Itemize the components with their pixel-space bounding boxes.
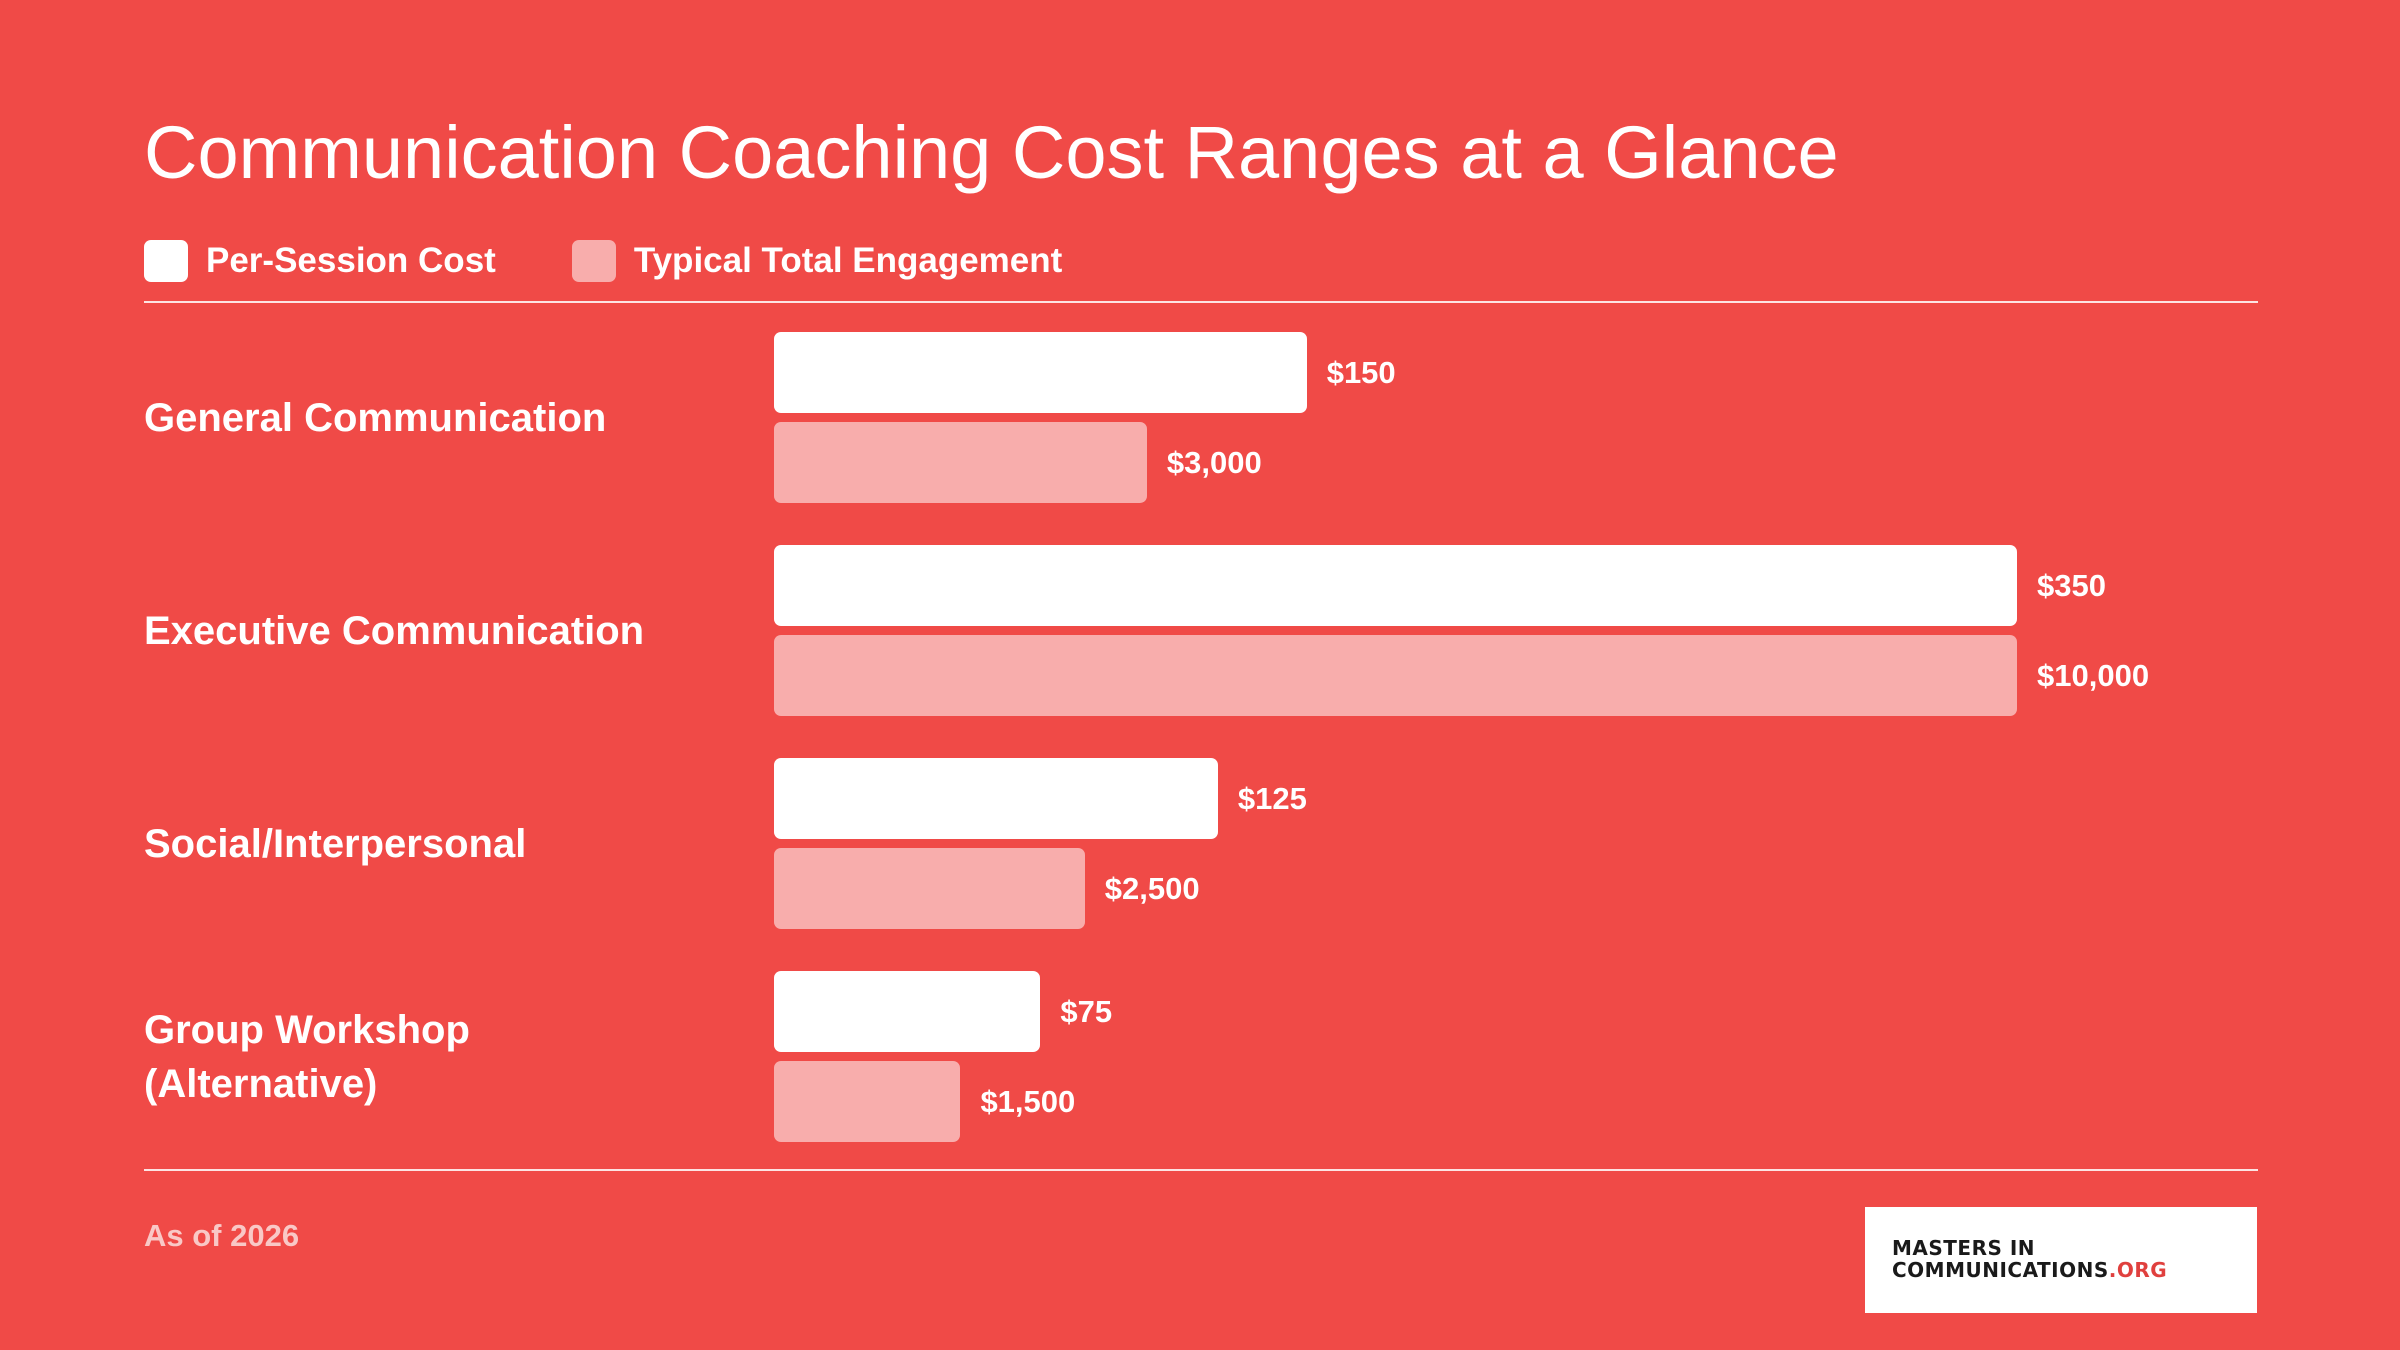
chart-title: Communication Coaching Cost Ranges at a … [144, 111, 1839, 194]
legend-label-per-session: Per-Session Cost [206, 241, 496, 280]
bar-per-session-cost-general-communication [774, 332, 1307, 413]
bar-typical-total-engagement-social-interpersonal [774, 848, 1085, 929]
legend-label-total-engagement: Typical Total Engagement [633, 241, 1063, 280]
category-label-group-workshop-alternative: Group Workshop (Alternative) [144, 1007, 470, 1106]
value-label-typical-total-engagement-executive-communication: $10,000 [2037, 658, 2150, 693]
logo-word: COMMUNICATIONS [1892, 1258, 2109, 1282]
top-divider [144, 301, 2258, 303]
bar-typical-total-engagement-group-workshop-alternative [774, 1061, 961, 1142]
value-label-per-session-cost-general-communication: $150 [1326, 355, 1396, 390]
value-label-per-session-cost-social-interpersonal: $125 [1237, 781, 1307, 816]
category-label-executive-communication: Executive Communication [144, 608, 645, 653]
legend: Per-Session Cost Typical Total Engagemen… [144, 236, 1138, 286]
category-label-social-interpersonal: Social/Interpersonal [144, 821, 527, 866]
bottom-divider [144, 1169, 2258, 1171]
value-label-typical-total-engagement-social-interpersonal: $2,500 [1104, 871, 1200, 906]
site-logo: MASTERS IN COMMUNICATIONS.ORG [1865, 1207, 2257, 1313]
category-label-general-communication: General Communication [144, 395, 607, 440]
bar-per-session-cost-group-workshop-alternative [774, 971, 1041, 1052]
legend-swatch-per-session [144, 240, 188, 282]
legend-swatch-total-engagement [571, 240, 616, 282]
footnote: As of 2026 [144, 1218, 300, 1253]
bar-typical-total-engagement-executive-communication [774, 635, 2017, 716]
logo-line-2: COMMUNICATIONS.ORG [1892, 1259, 2257, 1281]
bar-typical-total-engagement-general-communication [774, 422, 1147, 503]
value-label-typical-total-engagement-group-workshop-alternative: $1,500 [980, 1084, 1076, 1119]
value-label-typical-total-engagement-general-communication: $3,000 [1166, 445, 1262, 480]
value-label-per-session-cost-executive-communication: $350 [2037, 568, 2106, 603]
bar-per-session-cost-executive-communication [774, 545, 2017, 626]
logo-suffix: .ORG [2108, 1258, 2168, 1282]
legend-item-total-engagement: Typical Total Engagement [571, 240, 1063, 282]
logo-line-1: MASTERS IN [1892, 1236, 2036, 1260]
legend-item-per-session: Per-Session Cost [144, 240, 496, 282]
value-label-per-session-cost-group-workshop-alternative: $75 [1060, 994, 1113, 1029]
bar-per-session-cost-social-interpersonal [774, 758, 1218, 839]
